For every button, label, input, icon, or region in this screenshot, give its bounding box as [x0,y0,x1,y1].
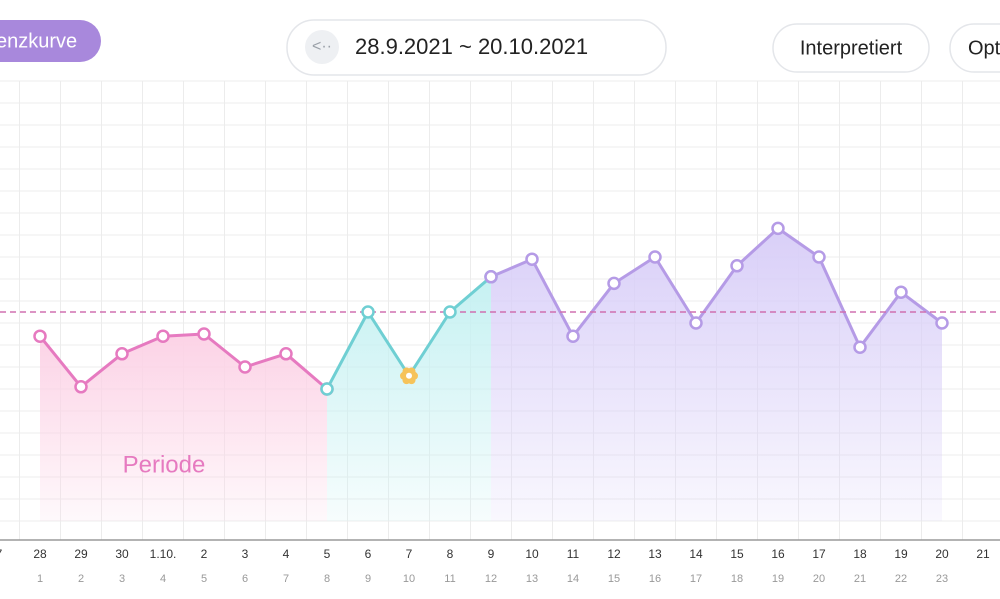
x-tick-label: 1.10. [150,547,177,561]
point [566,329,580,343]
date-picker[interactable] [286,19,667,76]
point [484,270,498,284]
cycle-day-label: 6 [242,573,248,585]
cycle-day-label: 8 [324,573,330,585]
button-label: Opt [968,37,1000,59]
lines: Periode [0,226,1000,478]
point [361,305,375,319]
x-tick-label: 8 [447,547,454,561]
point [197,327,211,341]
flower-center [406,372,412,379]
x-tick-label: 17 [812,547,826,561]
x-axis: 72812923031.10.4253647586971081191210131… [0,539,1000,585]
x-tick-label: 18 [853,547,867,561]
header: enzkurve <·· 28.9.2021 ~ 20.10.2021 Inte… [0,19,1000,76]
point [607,276,621,291]
point [771,221,785,236]
cycle-day-label: 14 [567,573,579,585]
x-tick-label: 7 [406,547,413,561]
x-tick-label: 14 [689,547,703,561]
x-tick-label: 12 [607,547,621,561]
cycle-day-label: 1 [37,573,43,585]
cycle-day-label: 21 [854,573,866,585]
x-tick-label: 3 [242,547,249,561]
point [156,329,170,343]
phase-label: Periode [123,451,206,478]
point [443,305,457,319]
cycle-day-label: 7 [283,573,289,585]
point [730,259,744,273]
x-tick-label: 15 [730,547,744,561]
cycle-day-label: 12 [485,573,497,585]
point [894,285,908,299]
cycle-day-label: 4 [160,573,166,585]
x-tick-label: 6 [365,547,372,561]
date-range: 28.9.2021 ~ 20.10.2021 [355,34,588,59]
point [812,250,826,264]
cycle-day-label: 2 [78,573,84,585]
point [279,347,293,361]
cycle-day-label: 16 [649,573,661,585]
x-tick-label: 20 [935,547,949,561]
point [525,252,539,266]
x-tick-label: 10 [525,547,539,561]
line [38,332,328,391]
area [40,334,327,521]
areas [40,228,942,521]
title-pill[interactable] [0,20,101,62]
x-tick-label: 21 [976,547,990,561]
back-icon[interactable] [305,30,339,64]
x-tick-label: 29 [74,547,88,561]
point [115,347,129,361]
cycle-day-label: 17 [690,573,702,585]
cycle-day-label: 3 [119,573,125,585]
points [33,221,949,396]
point [935,316,949,330]
cycle-day-label: 11 [444,573,455,585]
point [320,382,334,396]
cycle-day-label: 18 [731,573,743,585]
x-tick-label: 19 [894,547,908,561]
x-tick-label: 5 [324,547,331,561]
x-tick-label: 28 [33,547,47,561]
cycle-day-label: 20 [813,573,825,585]
cycle-day-label: 23 [936,573,948,585]
x-tick-label: 2 [201,547,208,561]
point [74,380,88,394]
point [238,360,252,374]
x-tick-label: 9 [488,547,495,561]
ovulation-marker [400,367,418,385]
point [689,316,703,330]
cycle-day-label: 5 [201,573,207,585]
button[interactable] [949,23,1000,73]
point [853,340,867,354]
button-label: Interpretiert [800,37,903,59]
x-tick-label: 4 [283,547,290,561]
x-tick-label: 30 [115,547,129,561]
cycle-day-label: 10 [403,573,415,585]
cycle-day-label: 15 [608,573,620,585]
button[interactable] [772,23,930,73]
cycle-day-label: 19 [772,573,784,585]
area [491,228,942,521]
cycle-day-label: 9 [365,573,371,585]
line [490,226,943,349]
cycle-day-label: 22 [895,573,907,585]
cycle-day-label: 13 [526,573,538,585]
back-arrow: <·· [312,38,332,55]
point [648,250,662,264]
area [327,276,491,521]
title: enzkurve [0,30,77,52]
x-tick-label: 7 [0,547,3,561]
point [33,329,47,343]
x-tick-label: 16 [771,547,785,561]
x-tick-label: 11 [567,547,580,561]
x-tick-label: 13 [648,547,662,561]
